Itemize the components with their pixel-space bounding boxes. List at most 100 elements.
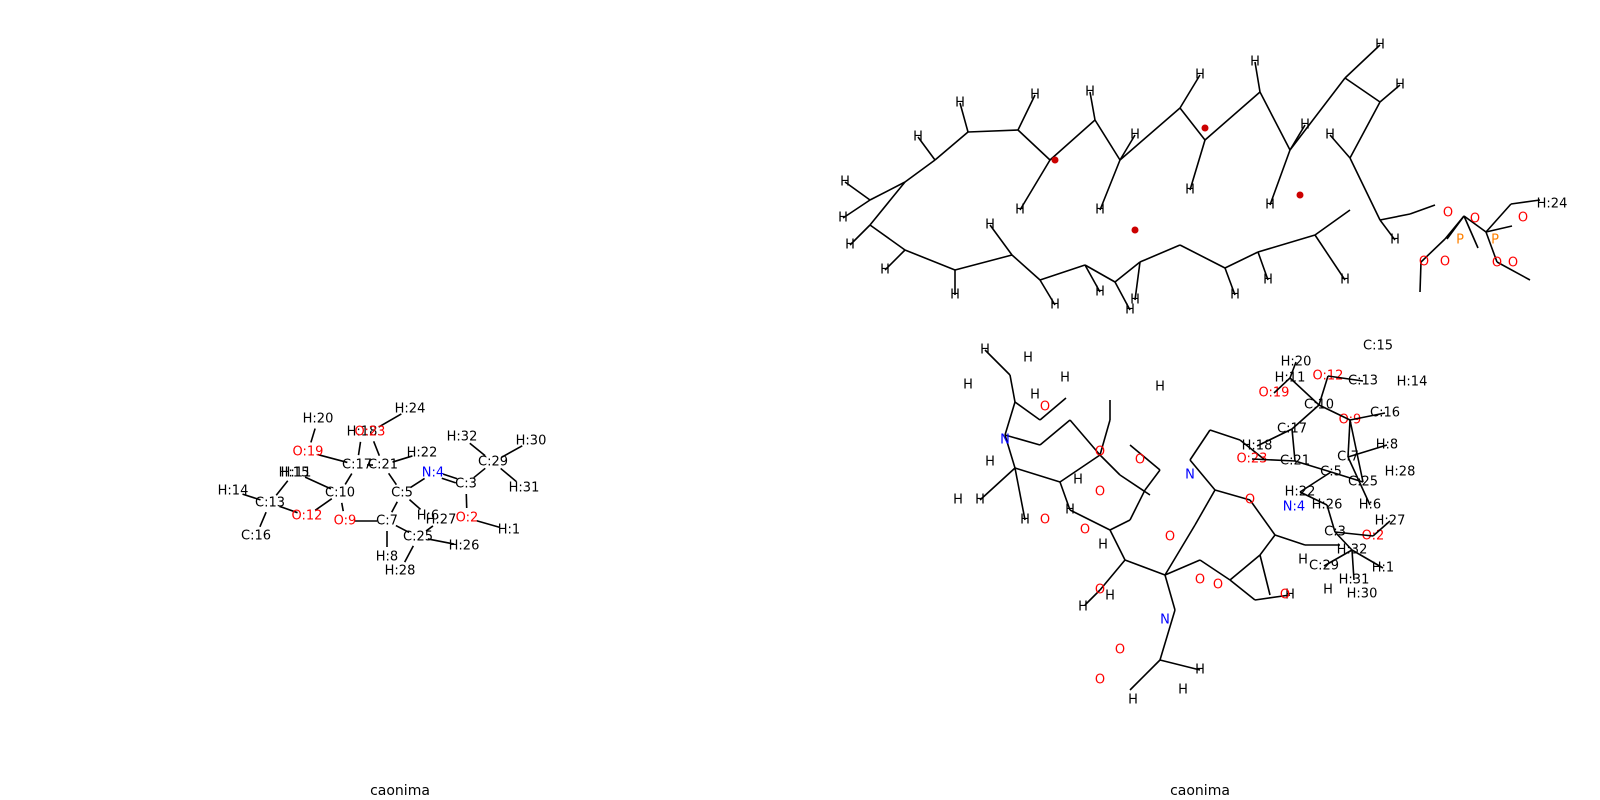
top-bond-68 bbox=[1496, 261, 1531, 281]
bottom-labeled-bond-1 bbox=[1289, 361, 1297, 379]
top-oxygen-5: O bbox=[1492, 256, 1502, 271]
bond-c21-h22 bbox=[392, 455, 413, 463]
top-bond-13 bbox=[1349, 101, 1381, 159]
bottom-bond-46 bbox=[1259, 554, 1271, 596]
top-bond-45 bbox=[1084, 264, 1101, 293]
top-bond-37 bbox=[1269, 149, 1291, 206]
top-bond-38 bbox=[1099, 159, 1121, 211]
bottom-bond-29 bbox=[1159, 659, 1201, 671]
top-bond-33 bbox=[1134, 261, 1141, 301]
bottom-bond-37 bbox=[1189, 429, 1211, 461]
bottom-labeled-bond-9 bbox=[1251, 458, 1296, 462]
top-bond-28 bbox=[1314, 209, 1351, 236]
atom-h-18: H:18 bbox=[347, 425, 378, 440]
bottom-atom-h-14: H:14 bbox=[1397, 375, 1428, 390]
bottom-hydrogen-17: H bbox=[1298, 553, 1308, 568]
top-phosphorus-2: P bbox=[1491, 233, 1499, 248]
top-hydrogen-18: H bbox=[1390, 233, 1400, 248]
bottom-labeled-bond-22 bbox=[1347, 419, 1351, 458]
top-bond-24 bbox=[1139, 244, 1181, 263]
bottom-oxygen-10: O bbox=[1213, 578, 1223, 593]
atom-h-8: H:8 bbox=[376, 550, 398, 565]
bottom-bond-24 bbox=[1084, 589, 1101, 606]
top-bond-7 bbox=[1119, 107, 1181, 161]
top-hydrogen-27: H bbox=[1265, 198, 1275, 213]
atom-h-20: H:20 bbox=[303, 412, 334, 427]
top-oxygen-6: O bbox=[1508, 256, 1518, 271]
top-hydrogen-3: H bbox=[880, 263, 890, 278]
bottom-hydrogen-5: H bbox=[985, 455, 995, 470]
bond-c25-h26 bbox=[427, 538, 455, 545]
bond-o23-h24 bbox=[378, 413, 402, 428]
bottom-bond-22 bbox=[1109, 529, 1126, 561]
top-bond-48 bbox=[1257, 251, 1269, 281]
top-bond-4 bbox=[1017, 129, 1051, 161]
top-bond-8 bbox=[1179, 107, 1206, 141]
top-hydrogen-2: H bbox=[845, 238, 855, 253]
top-bond-22 bbox=[1084, 264, 1116, 283]
bottom-oxygen-7: O bbox=[1165, 530, 1175, 545]
bottom-hydrogen-19: H bbox=[1285, 588, 1295, 603]
top-bond-30 bbox=[1179, 74, 1201, 109]
atom-c-16: C:16 bbox=[241, 529, 271, 544]
top-bond-58 bbox=[1409, 204, 1436, 215]
bottom-bond-10 bbox=[1004, 434, 1041, 446]
bottom-hydrogen-13: H bbox=[1155, 380, 1165, 395]
bottom-hydrogen-2: H bbox=[963, 378, 973, 393]
bottom-oxygen-5: O bbox=[1080, 523, 1090, 538]
bottom-hydrogen-12: H bbox=[1105, 589, 1115, 604]
atom-h-24: H:24 bbox=[395, 402, 426, 417]
bottom-labeled-bond-12 bbox=[1349, 412, 1386, 421]
top-bond-32 bbox=[989, 224, 1013, 256]
bond-c17-c10 bbox=[344, 473, 353, 485]
bond-o9-c10 bbox=[340, 502, 345, 512]
atom-h-30: H:30 bbox=[516, 434, 547, 449]
top-hydrogen-4: H bbox=[950, 288, 960, 303]
atom-h-26: H:26 bbox=[449, 539, 480, 554]
top-bond-5 bbox=[1049, 119, 1096, 161]
bottom-bond-34 bbox=[1249, 499, 1276, 536]
bottom-atom-n-4: N:4 bbox=[1283, 500, 1305, 515]
atom-h-32: H:32 bbox=[447, 430, 478, 445]
bottom-oxygen-12: O bbox=[1095, 673, 1105, 688]
top-hydrogen-16: H bbox=[1395, 78, 1405, 93]
bottom-molecule: HHHHHHHHHHHHHHHHHHHHHOOOOOOOOOOOOOONNNC:… bbox=[953, 339, 1427, 708]
bond-c10-h11 bbox=[304, 476, 332, 490]
stereo-center-3 bbox=[1131, 226, 1139, 234]
bond-c25-h27 bbox=[425, 525, 434, 532]
bottom-hydrogen-7: H bbox=[953, 493, 963, 508]
bond-c29-h30 bbox=[501, 445, 523, 458]
top-bond-14 bbox=[1349, 157, 1381, 221]
bottom-atom-h-28: H:28 bbox=[1385, 465, 1416, 480]
top-bond-39 bbox=[844, 181, 871, 201]
atom-c-5: C:5 bbox=[391, 486, 413, 501]
bottom-labeled-bond-14 bbox=[1299, 491, 1328, 506]
bottom-oxygen-11: O bbox=[1280, 588, 1290, 603]
top-bond-50 bbox=[959, 102, 969, 133]
top-bond-11 bbox=[1289, 77, 1346, 151]
top-hydrogen-15: H bbox=[1300, 118, 1310, 133]
bottom-bond-2 bbox=[1014, 401, 1041, 421]
top-bond-46 bbox=[1114, 281, 1131, 311]
stereo-center-2 bbox=[1296, 191, 1304, 199]
top-bond-16 bbox=[869, 181, 906, 226]
top-hydrogen-20: H bbox=[1195, 68, 1205, 83]
top-hydrogen-7: H bbox=[1125, 303, 1135, 318]
bond-o19-c17 bbox=[317, 453, 348, 464]
bottom-bond-35 bbox=[1214, 489, 1251, 501]
bottom-oxygen-2: O bbox=[1095, 445, 1105, 460]
bottom-oxygen-1: O bbox=[1040, 513, 1050, 528]
top-bond-18 bbox=[904, 249, 956, 271]
bottom-hydrogen-8: H bbox=[1020, 513, 1030, 528]
bottom-labeled-bond-19 bbox=[1351, 549, 1355, 581]
bottom-oxygen-6: O bbox=[1095, 583, 1105, 598]
bottom-bond-40 bbox=[1194, 489, 1216, 526]
top-bond-67 bbox=[1510, 199, 1541, 205]
bottom-hydrogen-16: H bbox=[1195, 663, 1205, 678]
bottom-labeled-bond-20 bbox=[1334, 531, 1374, 537]
bottom-labeled-bond-24 bbox=[1347, 456, 1371, 506]
top-bond-49 bbox=[917, 136, 936, 161]
bond-c21-c5 bbox=[387, 472, 398, 486]
atom-c-3: C:3 bbox=[455, 477, 477, 492]
top-oxygen-1: O bbox=[1470, 212, 1480, 227]
